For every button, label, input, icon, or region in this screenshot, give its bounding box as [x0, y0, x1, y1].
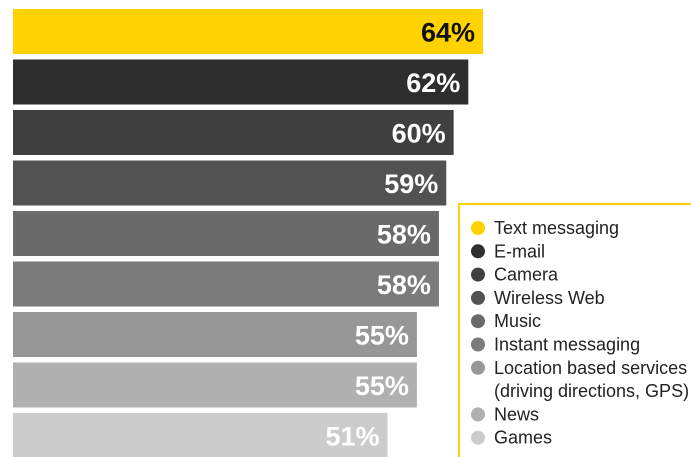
bar-value-label: 51% [325, 422, 379, 452]
legend-marker [471, 221, 485, 235]
legend-label: Text messaging [494, 218, 619, 238]
legend-label: Games [494, 428, 552, 448]
bar-value-label: 59% [384, 169, 438, 199]
legend-marker [471, 290, 485, 305]
legend-label: Wireless Web [494, 288, 605, 308]
legend-label: (driving directions, GPS) [494, 381, 689, 401]
legend-label: Camera [494, 265, 559, 285]
legend-marker [471, 244, 485, 259]
bar-6 [13, 261, 439, 307]
legend-label: News [494, 404, 539, 424]
legend-box [458, 203, 691, 457]
bar-value-label: 58% [377, 270, 431, 300]
legend-marker [471, 314, 485, 329]
bar-value-label: 62% [406, 68, 460, 98]
legend-label: Instant messaging [494, 335, 640, 355]
bar-9 [13, 413, 388, 457]
bar-3 [13, 110, 454, 155]
legend-marker [471, 337, 485, 352]
bars-group: 64% 62% 60% 59% 58% 58% 55% 55% 51% [13, 9, 483, 457]
bar-value-label: 58% [377, 220, 431, 250]
bar-value-label: 55% [355, 371, 409, 401]
bar-2 [13, 59, 469, 105]
legend-label: E-mail [494, 241, 545, 261]
legend-label: Location based services [494, 358, 687, 378]
bar-1 [13, 9, 483, 54]
legend: Text messaging E-mail Camera Wireless Web Mu… [458, 203, 691, 457]
bar-value-label: 55% [355, 321, 409, 351]
bar-7 [13, 312, 417, 357]
legend-marker [471, 407, 485, 422]
legend-marker [471, 430, 485, 445]
legend-label: Music [494, 311, 541, 331]
bar-value-label: 64% [421, 18, 475, 48]
legend-marker [471, 360, 485, 375]
bar-4 [13, 160, 447, 206]
legend-marker [471, 267, 485, 282]
bar-8 [13, 362, 417, 408]
bar-5 [13, 211, 439, 256]
bar-value-label: 60% [392, 119, 446, 149]
